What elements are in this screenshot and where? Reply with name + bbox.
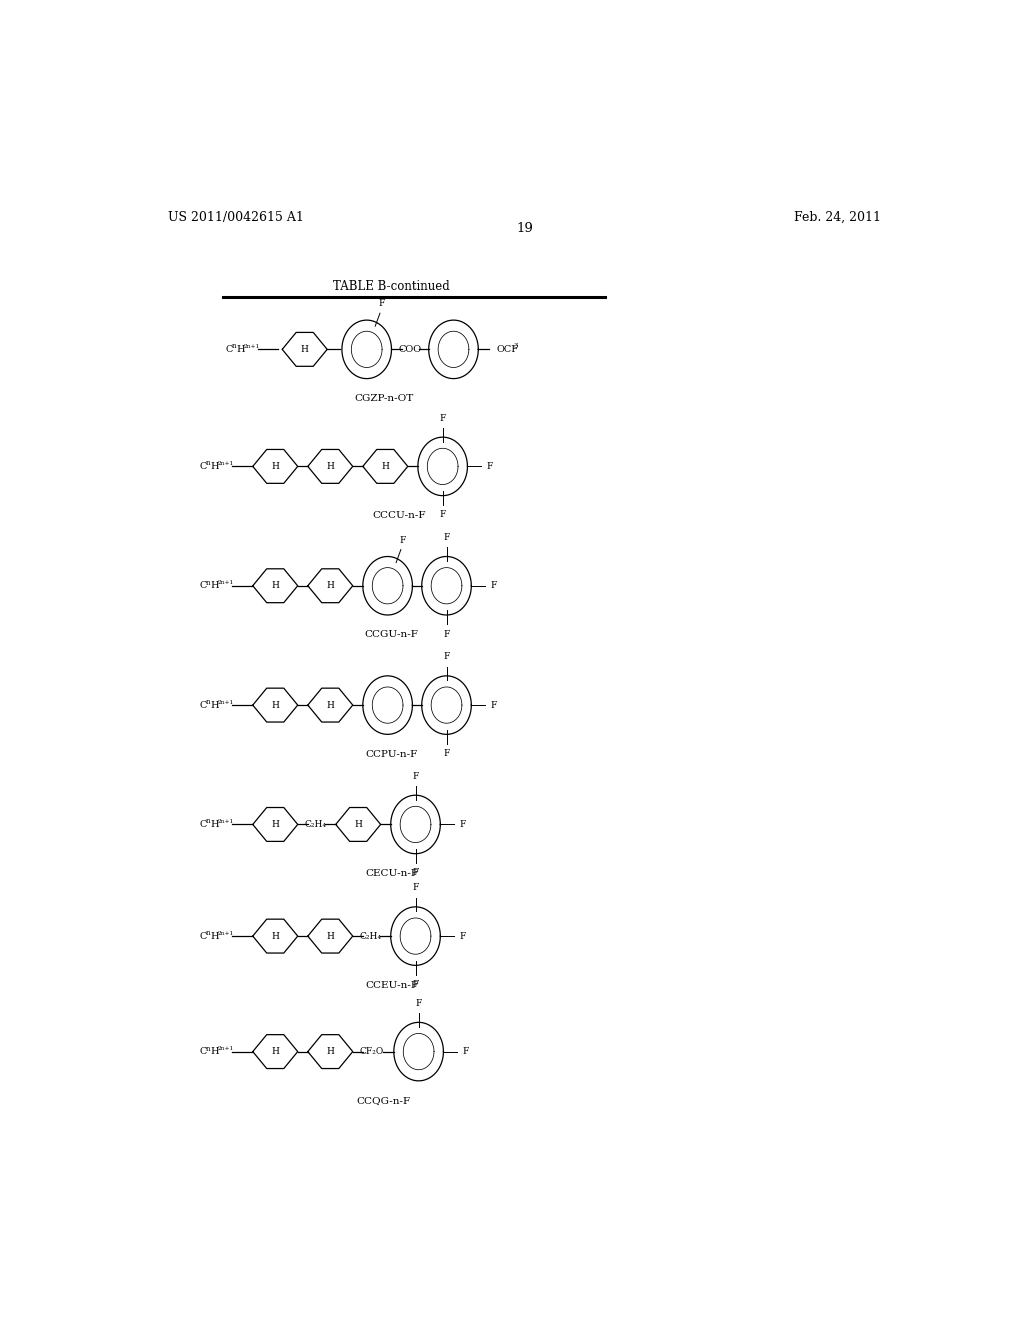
Text: C: C	[200, 820, 207, 829]
Text: C: C	[225, 345, 233, 354]
Text: F: F	[413, 979, 419, 989]
Text: C: C	[200, 581, 207, 590]
Text: H: H	[210, 581, 219, 590]
Text: CCGU-n-F: CCGU-n-F	[365, 631, 419, 639]
Text: H: H	[327, 462, 334, 471]
Text: H: H	[327, 581, 334, 590]
Text: OCF: OCF	[497, 345, 519, 354]
Text: CCEU-n-F: CCEU-n-F	[365, 981, 418, 990]
Text: TABLE B-continued: TABLE B-continued	[333, 280, 450, 293]
Text: CCPU-n-F: CCPU-n-F	[366, 750, 418, 759]
Text: H: H	[271, 701, 280, 710]
Text: F: F	[443, 533, 450, 543]
Text: C: C	[200, 932, 207, 941]
Text: COO: COO	[398, 345, 422, 354]
Text: H: H	[210, 1047, 219, 1056]
Text: F: F	[490, 581, 497, 590]
Text: H: H	[210, 462, 219, 471]
Text: C: C	[200, 462, 207, 471]
Text: F: F	[439, 413, 445, 422]
Text: F: F	[443, 630, 450, 639]
Text: 2n+1: 2n+1	[217, 818, 233, 824]
Text: H: H	[210, 932, 219, 941]
Text: F: F	[379, 300, 385, 308]
Text: H: H	[210, 820, 219, 829]
Text: F: F	[460, 932, 466, 941]
Text: H: H	[354, 820, 362, 829]
Text: F: F	[443, 748, 450, 758]
Text: F: F	[443, 652, 450, 661]
Text: n: n	[231, 342, 237, 350]
Text: H: H	[271, 820, 280, 829]
Text: H: H	[381, 462, 389, 471]
Text: C: C	[200, 1047, 207, 1056]
Text: F: F	[460, 820, 466, 829]
Text: H: H	[271, 581, 280, 590]
Text: F: F	[413, 869, 419, 878]
Text: F: F	[439, 511, 445, 519]
Text: H: H	[210, 701, 219, 710]
Text: H: H	[327, 1047, 334, 1056]
Text: US 2011/0042615 A1: US 2011/0042615 A1	[168, 211, 304, 224]
Text: F: F	[413, 883, 419, 892]
Text: 2n+1: 2n+1	[217, 581, 233, 585]
Text: F: F	[413, 772, 419, 780]
Text: H: H	[301, 345, 308, 354]
Text: Feb. 24, 2011: Feb. 24, 2011	[795, 211, 882, 224]
Text: C: C	[200, 701, 207, 710]
Text: CF₂O: CF₂O	[360, 1047, 384, 1056]
Text: C₂H₄: C₂H₄	[304, 820, 327, 829]
Text: F: F	[490, 701, 497, 710]
Text: 19: 19	[516, 222, 534, 235]
Text: 2n+1: 2n+1	[217, 931, 233, 936]
Text: n: n	[206, 698, 210, 706]
Text: H: H	[271, 932, 280, 941]
Text: H: H	[271, 1047, 280, 1056]
Text: 3: 3	[514, 342, 518, 350]
Text: H: H	[237, 345, 245, 354]
Text: H: H	[327, 932, 334, 941]
Text: CCCU-n-F: CCCU-n-F	[373, 511, 426, 520]
Text: CECU-n-F: CECU-n-F	[365, 869, 418, 878]
Text: F: F	[399, 536, 406, 545]
Text: 2n+1: 2n+1	[244, 343, 260, 348]
Text: F: F	[463, 1047, 469, 1056]
Text: F: F	[486, 462, 494, 471]
Text: C₂H₄: C₂H₄	[359, 932, 382, 941]
Text: 2n+1: 2n+1	[217, 700, 233, 705]
Text: n: n	[206, 817, 210, 825]
Text: H: H	[271, 462, 280, 471]
Text: n: n	[206, 459, 210, 467]
Text: n: n	[206, 578, 210, 586]
Text: n: n	[206, 929, 210, 937]
Text: CGZP-n-OT: CGZP-n-OT	[354, 395, 414, 403]
Text: CCQG-n-F: CCQG-n-F	[356, 1096, 411, 1105]
Text: 2n+1: 2n+1	[217, 1045, 233, 1051]
Text: 2n+1: 2n+1	[217, 461, 233, 466]
Text: F: F	[416, 999, 422, 1007]
Text: n: n	[206, 1044, 210, 1052]
Text: H: H	[327, 701, 334, 710]
